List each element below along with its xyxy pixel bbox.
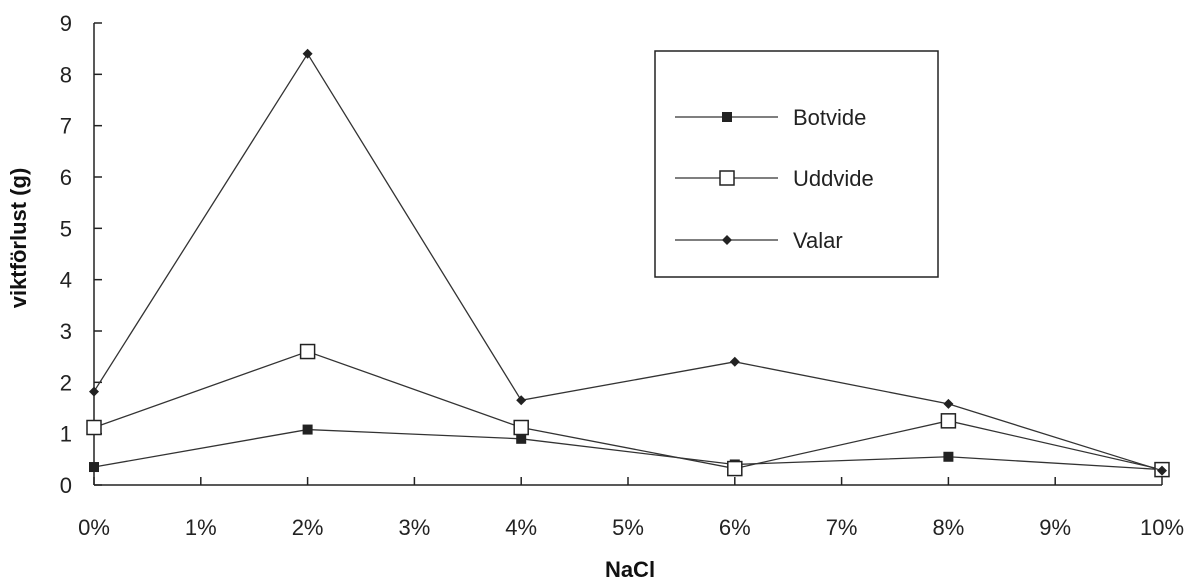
y-tick-label: 7 (60, 114, 72, 139)
legend: Botvide Uddvide Valar (654, 50, 939, 278)
data-point-valar (729, 356, 740, 367)
y-axis-title: viktförlust (g) (6, 168, 31, 309)
series-line-valar (93, 52, 1163, 472)
legend-marker-uddvide (719, 170, 735, 186)
legend-marker-botvide (722, 112, 732, 122)
x-tick-label: 1% (185, 515, 217, 540)
x-tick-label: 9% (1039, 515, 1071, 540)
x-tick-label: 6% (719, 515, 751, 540)
data-point-botvide (516, 433, 527, 444)
x-tick-label: 0% (78, 515, 110, 540)
x-tick-label: 8% (933, 515, 965, 540)
data-point-valar (943, 398, 954, 409)
axes: 0 1 2 3 4 5 6 7 8 9 0% 1% 2% 3% 4% 5% 6% 7% 8% 9% 10% (60, 11, 1184, 540)
series-uddvide (86, 343, 1170, 478)
x-tick-label: 3% (399, 515, 431, 540)
legend-items: Botvide Uddvide Valar (675, 105, 874, 253)
series-valar (89, 48, 1167, 476)
legend-label: Uddvide (793, 166, 874, 191)
series-layer (86, 48, 1170, 478)
legend-marker-valar (722, 235, 732, 245)
x-axis-title: NaCl (605, 557, 655, 582)
data-point-valar (516, 395, 527, 406)
legend-item-valar: Valar (675, 228, 843, 253)
data-point-uddvide (299, 343, 316, 360)
x-tick-label: 5% (612, 515, 644, 540)
series-line-botvide (93, 428, 1163, 471)
data-point-botvide (943, 451, 954, 462)
data-point-uddvide (727, 460, 743, 477)
data-point-valar (302, 48, 313, 59)
series-line-uddvide (93, 350, 1163, 471)
y-tick-label: 2 (60, 370, 72, 395)
y-tick-label: 4 (60, 268, 72, 293)
legend-label: Botvide (793, 105, 866, 130)
x-tick-label: 2% (292, 515, 324, 540)
legend-item-botvide: Botvide (675, 105, 866, 130)
x-tick-label: 10% (1140, 515, 1184, 540)
series-botvide (89, 424, 1167, 475)
data-point-uddvide (86, 419, 102, 436)
y-tick-label: 6 (60, 165, 72, 190)
y-tick-label: 0 (60, 473, 72, 498)
data-point-uddvide (940, 413, 957, 429)
legend-item-uddvide: Uddvide (675, 166, 874, 191)
legend-box (654, 50, 939, 278)
legend-label: Valar (793, 228, 843, 253)
x-ticks: 0% 1% 2% 3% 4% 5% 6% 7% 8% 9% 10% (78, 477, 1184, 540)
data-point-botvide (302, 424, 313, 435)
x-tick-label: 7% (826, 515, 858, 540)
y-ticks: 0 1 2 3 4 5 6 7 8 9 (60, 11, 102, 498)
data-point-botvide (89, 462, 99, 473)
x-tick-label: 4% (505, 515, 537, 540)
data-point-valar (89, 386, 99, 397)
y-tick-label: 3 (60, 319, 72, 344)
y-tick-label: 1 (60, 422, 72, 447)
y-tick-label: 5 (60, 216, 72, 241)
data-point-uddvide (513, 419, 529, 436)
y-tick-label: 8 (60, 62, 72, 87)
data-point-valar (1157, 465, 1167, 476)
y-tick-label: 9 (60, 11, 72, 36)
